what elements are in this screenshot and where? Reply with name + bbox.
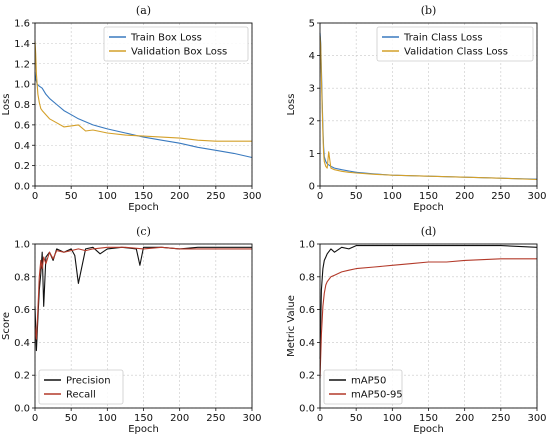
- panel-label: (c): [136, 225, 151, 238]
- x-tick-label: 250: [491, 413, 510, 424]
- y-tick-label: 0.8: [14, 100, 30, 111]
- legend: Precision Recall: [38, 369, 124, 405]
- legend-box: [103, 26, 249, 62]
- x-tick-label: 300: [527, 191, 546, 202]
- x-tick-label: 100: [383, 191, 402, 202]
- x-tick-label: 200: [170, 413, 189, 424]
- legend-box: [323, 369, 403, 405]
- series-line-validation-class-loss: [319, 35, 538, 181]
- y-tick-label: 1.0: [14, 80, 30, 91]
- legend-box: [38, 369, 124, 405]
- y-tick-label: 5: [309, 19, 315, 30]
- x-tick-label: 50: [65, 191, 78, 202]
- y-tick-label: 0.4: [14, 141, 30, 152]
- x-tick-label: 200: [170, 191, 189, 202]
- series-line-map50: [319, 245, 538, 359]
- x-axis-title: Epoch: [413, 202, 444, 213]
- y-tick-label: 4: [309, 51, 315, 62]
- y-tick-label: 0.0: [14, 182, 30, 193]
- series-line-train-box-loss: [34, 71, 253, 159]
- x-tick-label: 100: [98, 191, 117, 202]
- x-axis-title: Epoch: [413, 424, 444, 435]
- x-tick-label: 0: [32, 191, 38, 202]
- legend: Train Class Loss Validation Class Loss: [376, 26, 534, 62]
- y-axis-title: Metric Value: [286, 295, 297, 357]
- y-tick-label: 0.0: [14, 404, 30, 415]
- y-tick-label: 0.6: [14, 305, 30, 316]
- legend: Train Box Loss Validation Box Loss: [103, 26, 249, 62]
- x-tick-label: 150: [419, 413, 438, 424]
- x-tick-label: 300: [527, 413, 546, 424]
- chart-panel-3: 0 50 100 150 200 250 300 0.0 0.2 0.4 0.6 0.8 1.0 Epoc…: [1, 225, 262, 435]
- legend-label: Validation Class Loss: [404, 47, 508, 58]
- x-tick-label: 50: [65, 413, 78, 424]
- y-tick-label: 0.4: [299, 338, 315, 349]
- chart-panel-2: 0 50 100 150 200 250 300 0 1 2 3 4 5 Epoch Loss (b) Trai…: [286, 4, 547, 213]
- y-tick-label: 0.0: [299, 404, 315, 415]
- y-tick-label: 1.6: [14, 19, 30, 30]
- y-tick-label: 0.2: [14, 161, 30, 172]
- y-axis-title: Loss: [286, 94, 297, 116]
- x-tick-label: 200: [455, 191, 474, 202]
- legend-label: mAP50-95: [351, 390, 403, 401]
- y-tick-label: 0.2: [14, 371, 30, 382]
- series-line-validation-box-loss: [34, 41, 252, 142]
- y-tick-label: 1.2: [14, 59, 30, 70]
- legend-label: Validation Box Loss: [131, 47, 227, 58]
- y-axis-title: Loss: [1, 94, 12, 116]
- panel-label: (a): [136, 4, 151, 17]
- panel-label: (b): [421, 4, 437, 17]
- y-tick-label: 0.8: [14, 272, 30, 283]
- legend-label: mAP50: [351, 376, 386, 387]
- legend-label: Train Box Loss: [130, 33, 202, 44]
- y-tick-label: 0.4: [14, 338, 30, 349]
- y-tick-label: 3: [309, 84, 315, 95]
- y-tick-label: 0.6: [299, 305, 315, 316]
- x-tick-label: 50: [350, 191, 363, 202]
- x-tick-label: 300: [242, 413, 261, 424]
- legend-label: Recall: [66, 390, 96, 401]
- y-tick-label: 1.0: [299, 240, 315, 251]
- legend-label: Train Class Loss: [403, 33, 483, 44]
- x-tick-label: 150: [134, 191, 153, 202]
- legend-label: Precision: [66, 376, 111, 387]
- y-tick-label: 1: [309, 149, 315, 160]
- x-axis-title: Epoch: [128, 202, 159, 213]
- y-tick-label: 0.6: [14, 120, 30, 131]
- x-tick-label: 250: [206, 191, 225, 202]
- x-tick-label: 50: [350, 413, 363, 424]
- legend: mAP50 mAP50-95: [323, 369, 403, 405]
- y-axis-title: Score: [1, 312, 12, 340]
- x-tick-label: 100: [98, 413, 117, 424]
- y-tick-label: 1.0: [14, 240, 30, 251]
- x-tick-label: 250: [206, 413, 225, 424]
- series-line-precision: [34, 246, 252, 352]
- x-tick-label: 250: [491, 191, 510, 202]
- legend-box: [376, 26, 534, 62]
- x-tick-label: 150: [419, 191, 438, 202]
- y-tick-label: 1.4: [14, 39, 30, 50]
- panel-label: (d): [421, 225, 437, 238]
- y-tick-label: 0.8: [299, 272, 315, 283]
- x-tick-label: 200: [455, 413, 474, 424]
- y-tick-label: 2: [309, 116, 315, 127]
- series-line-recall: [34, 246, 252, 340]
- chart-panel-4: 0 50 100 150 200 250 300 0.0 0.2 0.4 0.6 0.8 1.0 Epoc…: [286, 225, 547, 435]
- series-line-map50-95: [319, 258, 537, 379]
- x-tick-label: 300: [242, 191, 261, 202]
- x-tick-label: 150: [134, 413, 153, 424]
- x-tick-label: 0: [317, 191, 323, 202]
- chart-panel-1: 0 50 100 150 200 250 300 0.0 0.2 0.4 0.6 0.8 1.0 1.2 1…: [1, 4, 262, 213]
- y-tick-label: 0: [309, 182, 315, 193]
- x-tick-label: 100: [383, 413, 402, 424]
- x-axis-title: Epoch: [128, 424, 159, 435]
- x-tick-label: 0: [317, 413, 323, 424]
- y-tick-label: 0.2: [299, 371, 315, 382]
- x-tick-label: 0: [32, 413, 38, 424]
